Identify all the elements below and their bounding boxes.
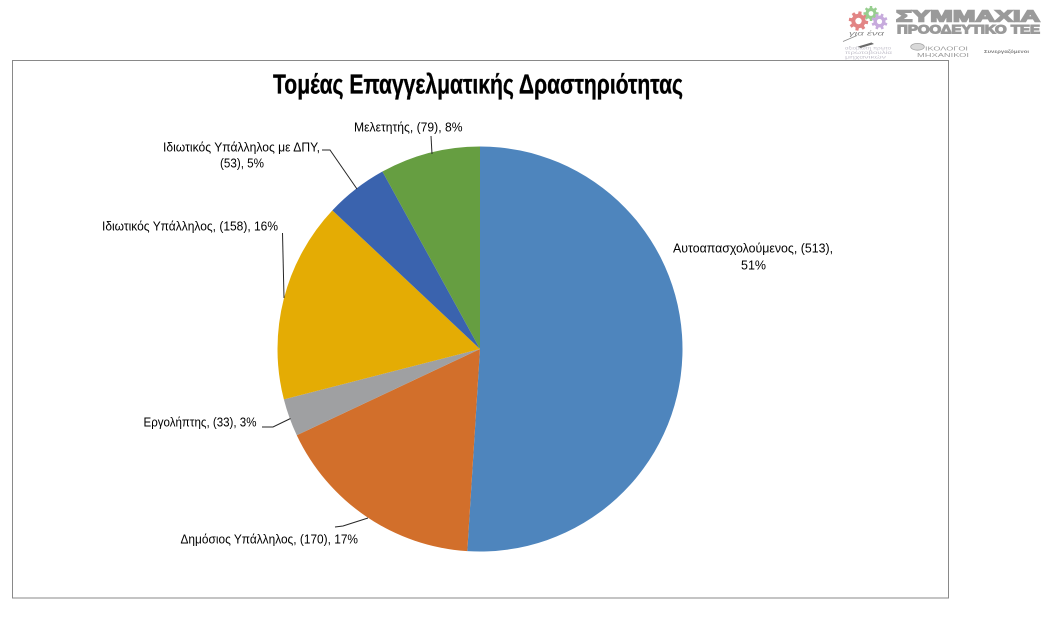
svg-text:Αυτοαπασχολούμενος, (513),: Αυτοαπασχολούμενος, (513), [673,241,833,256]
svg-text:ΠΡΟΟΔΕΥΤΙΚΟ ΤΕΕ: ΠΡΟΟΔΕΥΤΙΚΟ ΤΕΕ [897,23,1040,37]
svg-text:Τομέας Επαγγελματικής Δραστηρι: Τομέας Επαγγελματικής Δραστηριότητας [273,69,683,100]
svg-text:Μελετητής, (79), 8%: Μελετητής, (79), 8% [354,120,463,135]
svg-text:51%: 51% [741,258,766,273]
svg-text:ΜΗΧΑΝΙΚΟΙ: ΜΗΧΑΝΙΚΟΙ [917,53,969,59]
svg-text:Ιδιωτικός Υπάλληλος, (158), 1: Ιδιωτικός Υπάλληλος, (158), 16% [102,219,278,234]
svg-text:πρωτοβουλία: πρωτοβουλία [845,50,893,55]
svg-text:(53), 5%: (53), 5% [220,156,264,171]
svg-text:ΣΥΜΜΑΧΙΑ: ΣΥΜΜΑΧΙΑ [896,9,1041,26]
svg-text:αξιοβίωτη πρωτο: αξιοβίωτη πρωτο [845,46,892,51]
svg-text:ΙΚΟΛΟΓΟΙ: ΙΚΟΛΟΓΟΙ [925,47,968,53]
svg-text:Συνεργαζόμενοι: Συνεργαζόμενοι [984,49,1030,55]
svg-text:Ιδιωτικός Υπάλληλος με ΔΠΥ,: Ιδιωτικός Υπάλληλος με ΔΠΥ, [163,140,320,155]
svg-text:για ένα: για ένα [849,30,884,38]
svg-text:Δημόσιος Υπάλληλος, (170), 17: Δημόσιος Υπάλληλος, (170), 17% [181,532,359,547]
svg-text:μηχανικών: μηχανικών [845,54,887,60]
svg-text:Εργολήπτης, (33), 3%: Εργολήπτης, (33), 3% [144,415,257,430]
